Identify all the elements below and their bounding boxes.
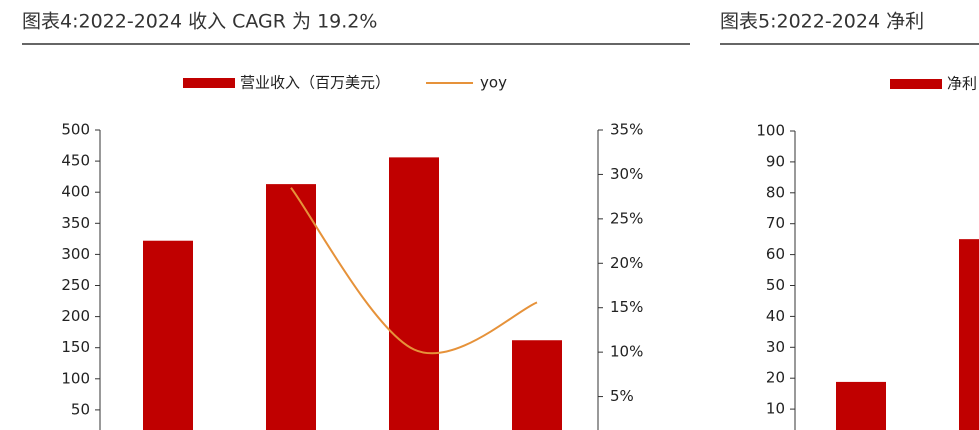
y-tick-label: 60 [766,245,785,263]
y-tick-label: 20 [766,369,785,387]
y-tick-label: 500 [61,121,90,139]
y-tick-label: 350 [61,214,90,232]
y2-tick-label: 35% [610,121,643,139]
chart-title: 图表5:2022-2024 净利 [720,11,924,33]
bar [512,340,562,430]
y-tick-label: 50 [766,276,785,294]
legend-swatch [890,79,942,89]
y2-tick-label: 5% [610,387,634,405]
y2-tick-label: 30% [610,165,643,183]
y-tick-label: 100 [756,122,785,140]
y-tick-label: 80 [766,183,785,201]
y-tick-label: 70 [766,214,785,232]
y-tick-label: 200 [61,307,90,325]
y-tick-label: 40 [766,307,785,325]
y-tick-label: 30 [766,338,785,356]
legend-label: 营业收入（百万美元） [240,74,390,92]
y-tick-label: 300 [61,245,90,263]
y-tick-label: 100 [61,369,90,387]
bar [143,240,193,430]
y-tick-label: 90 [766,152,785,170]
line [290,187,538,355]
y2-tick-label: 15% [610,298,643,316]
legend-swatch [183,78,235,88]
chart-title: 图表4:2022-2024 收入 CAGR 为 19.2% [22,11,377,33]
bar [389,157,439,430]
y-tick-label: 50 [71,400,90,418]
y2-tick-label: 25% [610,209,643,227]
y-tick-label: 10 [766,400,785,418]
y-tick-label: 450 [61,152,90,170]
y-tick-label: 150 [61,338,90,356]
y2-tick-label: 20% [610,254,643,272]
y2-tick-label: 10% [610,343,643,361]
y-tick-label: 400 [61,183,90,201]
legend-label: 净利 [947,75,977,93]
bar [959,239,979,430]
y-tick-label: 250 [61,276,90,294]
bar [836,381,886,430]
bar [266,184,316,430]
legend-label: yoy [480,74,507,92]
